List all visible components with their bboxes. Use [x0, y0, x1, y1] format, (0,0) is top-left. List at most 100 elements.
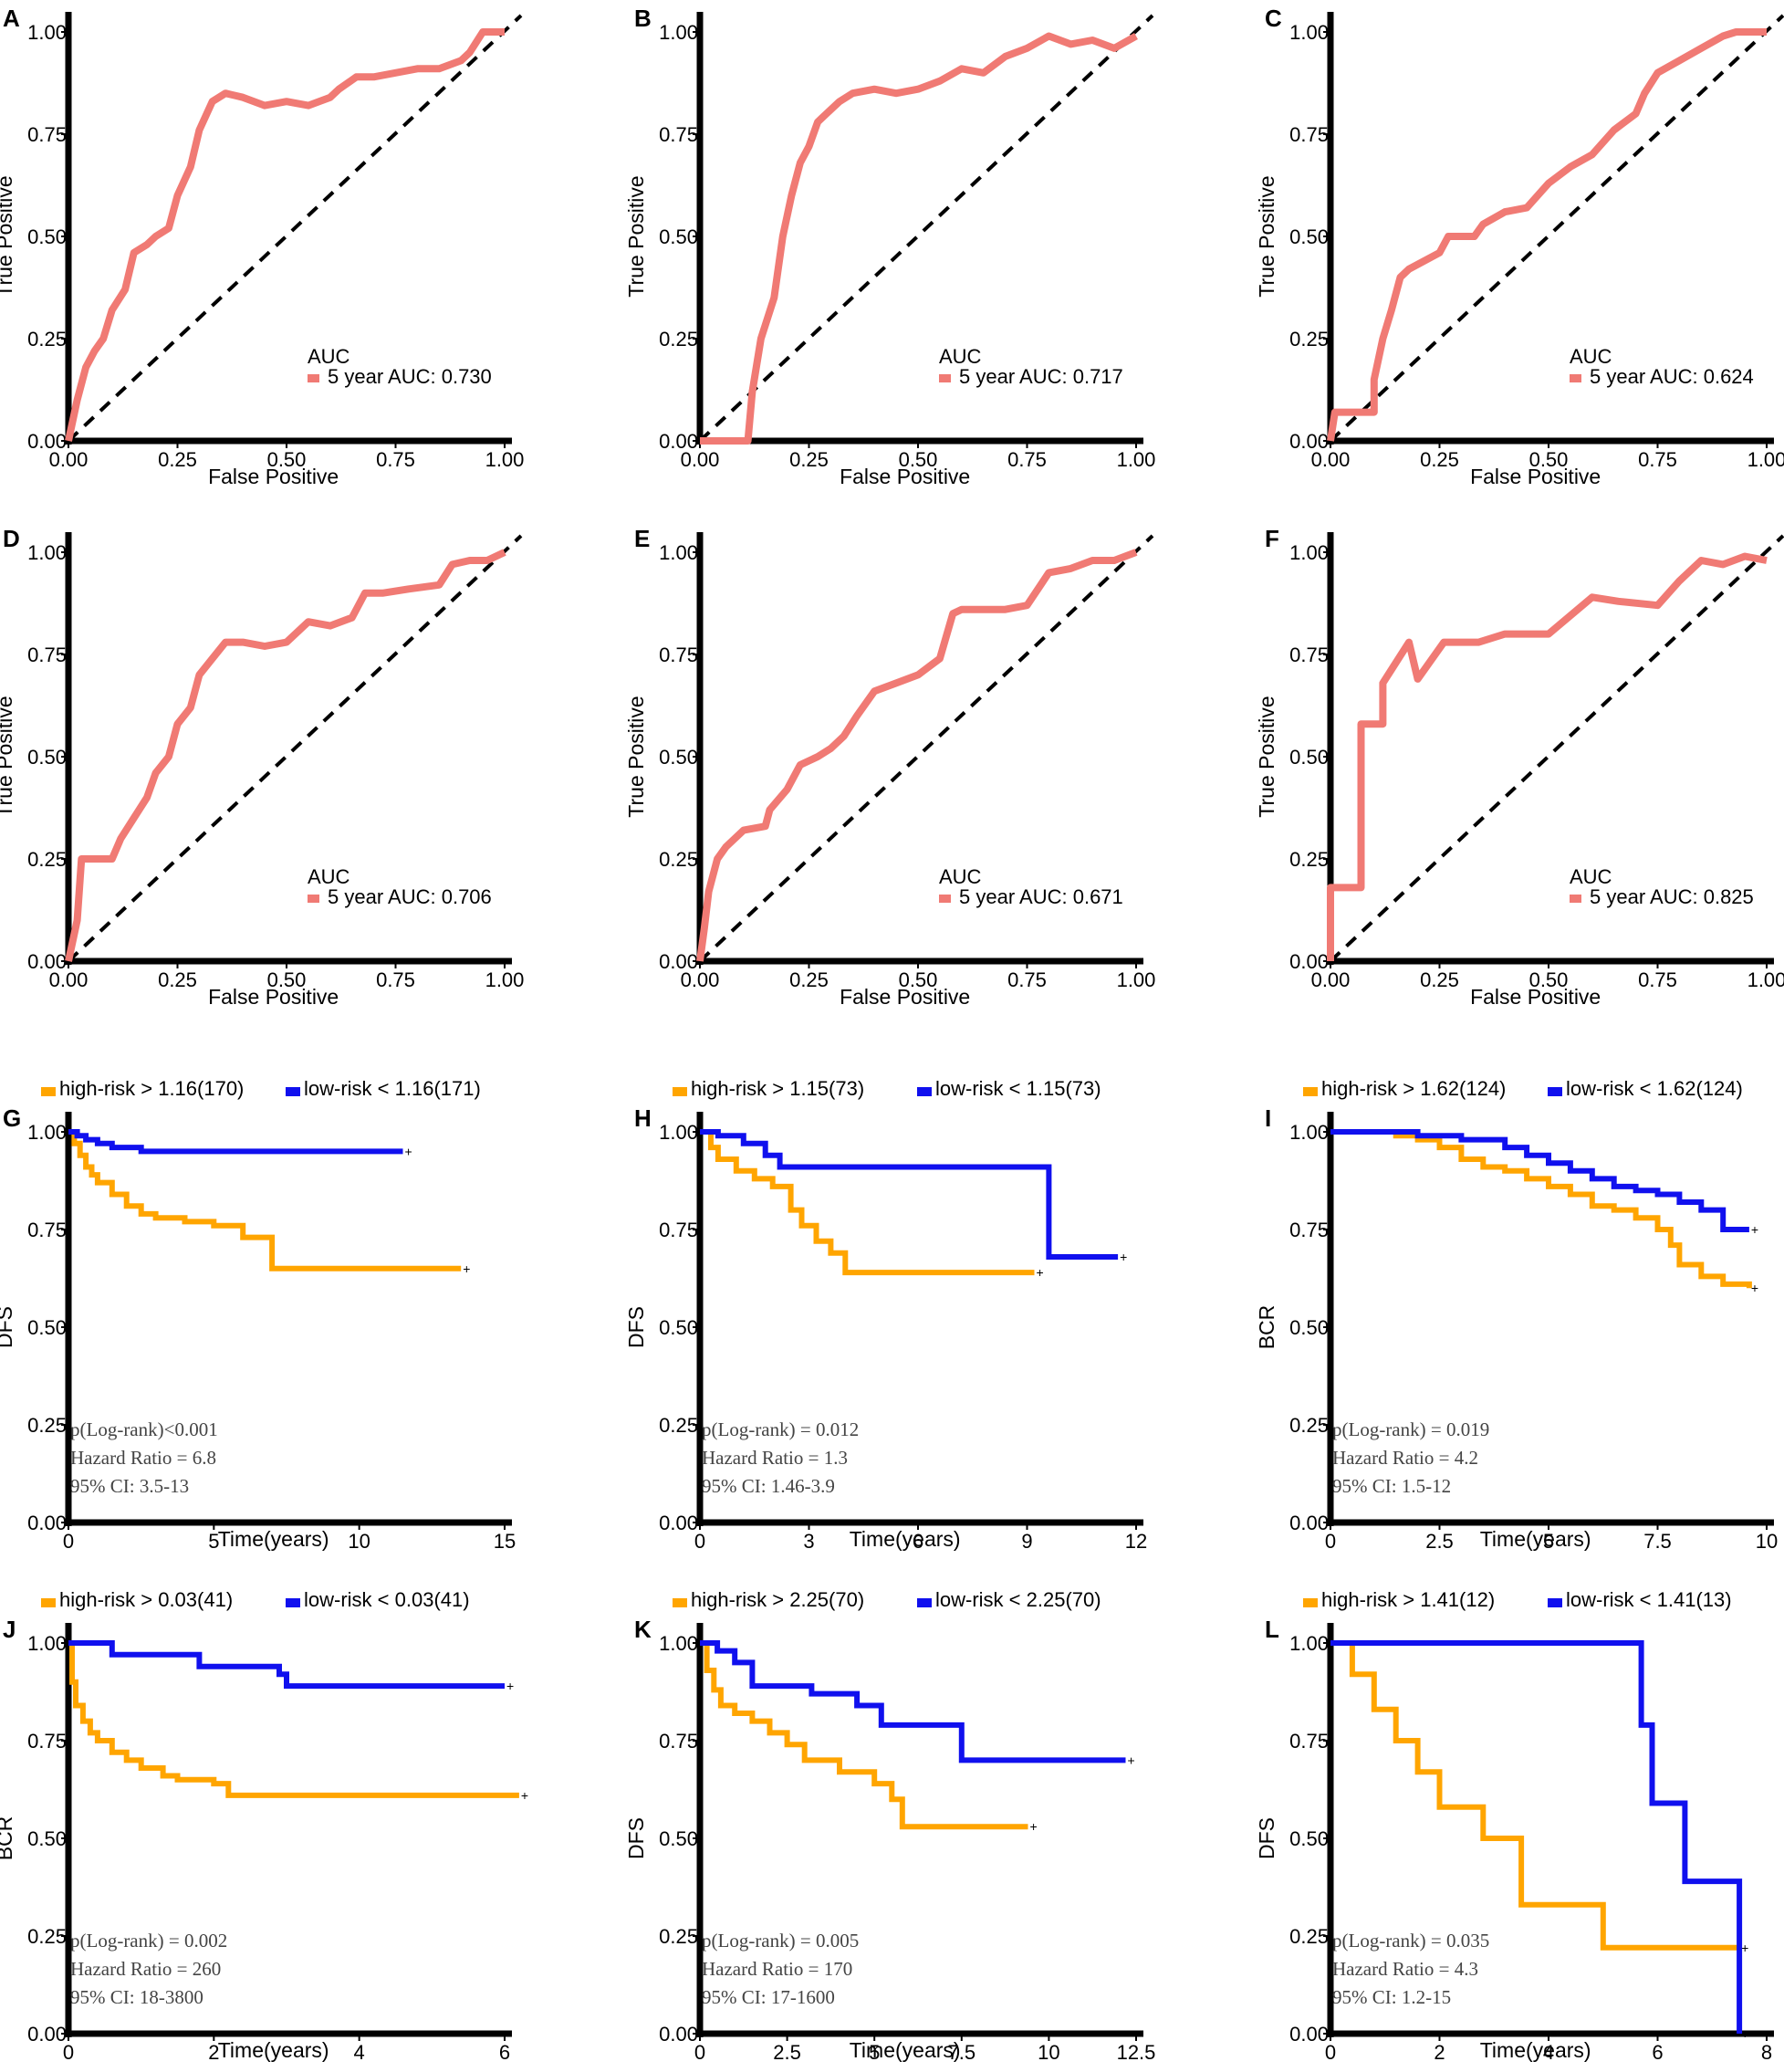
chart-c-x-tick-label: 0.00 [1311, 448, 1351, 471]
chart-g-legend-swatch [41, 1087, 56, 1096]
chart-j-low-risk-curve [68, 1640, 505, 1690]
chart-h-legend-label: high-risk > 1.15(73) [691, 1077, 864, 1100]
chart-a-panel-letter: A [3, 5, 20, 32]
chart-i-stat: p(Log-rank) = 0.019 [1332, 1418, 1489, 1440]
chart-l-y-tick-label: 0.25 [1289, 1925, 1329, 1948]
chart-j: J 0.00 0.25 0.50 0.75 1.00 0 2 4 6 Time(years) BCR +… [0, 1588, 528, 2064]
chart-l-y-tick-label: 0.00 [1289, 2023, 1329, 2046]
chart-c-panel-letter: C [1265, 5, 1282, 32]
chart-k-low-risk-censor-mark: + [1128, 1753, 1135, 1767]
chart-d-y-tick-label: 0.25 [27, 848, 67, 871]
chart-d-x-tick-label: 0.25 [158, 968, 197, 991]
chart-i-low-risk-curve [1330, 1129, 1749, 1232]
chart-j-legend-label: low-risk < 0.03(41) [304, 1588, 470, 1611]
chart-h-y-tick-label: 0.25 [659, 1414, 698, 1437]
chart-f-y-label: True Positive [1255, 696, 1278, 817]
chart-a-x-tick-label: 0.00 [49, 448, 89, 471]
chart-c-y-tick-label: 1.00 [1289, 21, 1329, 44]
chart-k-y-tick-label: 0.25 [659, 1925, 698, 1948]
chart-a-y-tick-label: 1.00 [27, 21, 67, 44]
chart-i-legend-swatch [1548, 1087, 1562, 1096]
chart-d-legend-swatch [308, 895, 319, 903]
chart-k-y-tick-label: 0.75 [659, 1730, 698, 1753]
chart-l-panel-letter: L [1265, 1616, 1279, 1643]
chart-i: I 0.00 0.25 0.50 0.75 1.00 0 2.5 5 7.5 10 Time(year… [1255, 1077, 1778, 1553]
chart-h-x-tick-label: 3 [803, 1530, 814, 1553]
chart-e-y-label: True Positive [624, 696, 648, 817]
chart-k-stat: Hazard Ratio = 170 [702, 1958, 852, 1980]
chart-j-x-label: Time(years) [218, 2038, 329, 2062]
chart-g-legend-swatch [286, 1087, 300, 1096]
chart-h-x-label: Time(years) [850, 1527, 961, 1551]
chart-d-x-tick-label: 0.00 [49, 968, 89, 991]
chart-f: F 0.00 0.25 0.50 0.75 1.00 0.00 0.25 0.50 0.75 1.0… [1255, 525, 1784, 1009]
chart-b-reference-diagonal [698, 14, 1154, 443]
chart-i-y-tick-label: 0.00 [1289, 1512, 1329, 1534]
chart-c-y-label: True Positive [1255, 175, 1278, 297]
chart-a-legend-swatch [308, 374, 319, 382]
chart-k-high-risk-censor-mark: + [1029, 1819, 1037, 1834]
chart-k-x-tick-label: 2.5 [773, 2041, 801, 2064]
chart-h-stat: Hazard Ratio = 1.3 [702, 1447, 848, 1469]
chart-b-y-tick-label: 0.25 [659, 328, 698, 351]
chart-l-stat: p(Log-rank) = 0.035 [1332, 1930, 1489, 1952]
chart-b-y-tick-label: 0.00 [659, 430, 698, 453]
chart-c-y-tick-label: 0.75 [1289, 123, 1329, 146]
chart-e-x-tick-label: 0.00 [681, 968, 720, 991]
chart-k-x-label: Time(years) [850, 2038, 961, 2062]
chart-c-y-tick-label: 0.25 [1289, 328, 1329, 351]
chart-g-panel-letter: G [3, 1104, 21, 1132]
chart-c-y-tick-label: 0.50 [1289, 225, 1329, 248]
chart-b-y-label: True Positive [624, 175, 648, 297]
chart-l-y-label: DFS [1255, 1817, 1278, 1859]
chart-i-x-tick-label: 7.5 [1643, 1530, 1672, 1553]
chart-l-legend-label: low-risk < 1.41(13) [1566, 1588, 1732, 1611]
chart-f-y-tick-label: 0.00 [1289, 950, 1329, 973]
chart-d-y-tick-label: 0.50 [27, 746, 67, 769]
chart-f-x-tick-label: 1.00 [1747, 968, 1784, 991]
chart-g-y-tick-label: 0.25 [27, 1414, 67, 1437]
chart-j-y-label: BCR [0, 1816, 16, 1861]
chart-h-x-tick-label: 0 [694, 1530, 705, 1553]
chart-g-stat: Hazard Ratio = 6.8 [70, 1447, 216, 1469]
chart-l-high-risk-censor-mark: + [1741, 1941, 1748, 1955]
chart-d-x-label: False Positive [208, 985, 339, 1009]
chart-l: L 0.00 0.25 0.50 0.75 1.00 0 2 4 6 8 Time(years) DFS… [1255, 1588, 1774, 2064]
chart-k-high-risk-curve [700, 1640, 1028, 1830]
chart-a-y-tick-label: 0.75 [27, 123, 67, 146]
chart-g-legend-label: low-risk < 1.16(171) [304, 1077, 481, 1100]
chart-k: K 0.00 0.25 0.50 0.75 1.00 0 2.5 5 7.5 10 12.5 Time(… [624, 1588, 1155, 2064]
chart-k-x-tick-label: 7.5 [948, 2041, 976, 2064]
chart-k-low-risk-curve [700, 1640, 1126, 1763]
chart-a-legend-title: AUC [308, 345, 350, 368]
chart-l-x-tick-label: 6 [1652, 2041, 1663, 2064]
chart-b-x-tick-label: 1.00 [1117, 448, 1156, 471]
chart-k-y-label: DFS [624, 1817, 648, 1859]
chart-c: C 0.00 0.25 0.50 0.75 1.00 0.00 0.25 0.50 0.75 1.0… [1255, 5, 1784, 488]
chart-l-x-tick-label: 4 [1543, 2041, 1554, 2064]
chart-g: G 0.00 0.25 0.50 0.75 1.00 0 5 10 15 Time(years) DF… [0, 1077, 516, 1553]
chart-e-x-label: False Positive [840, 985, 970, 1009]
chart-b: B 0.00 0.25 0.50 0.75 1.00 0.00 0.25 0.50 0.75 1.0… [624, 5, 1155, 488]
chart-j-stat: Hazard Ratio = 260 [70, 1958, 221, 1980]
chart-b-x-tick-label: 0.00 [681, 448, 720, 471]
chart-j-legend-label: high-risk > 0.03(41) [59, 1588, 233, 1611]
chart-f-x-tick-label: 0.75 [1638, 968, 1677, 991]
chart-e-y-tick-label: 0.75 [659, 644, 698, 666]
chart-k-stat: p(Log-rank) = 0.005 [702, 1930, 859, 1952]
chart-b-legend-title: AUC [939, 345, 982, 368]
chart-k-legend-label: high-risk > 2.25(70) [691, 1588, 864, 1611]
chart-d-legend-title: AUC [308, 865, 350, 888]
chart-a-y-label: True Positive [0, 175, 16, 297]
chart-l-y-tick-label: 0.75 [1289, 1730, 1329, 1753]
chart-i-y-label: BCR [1255, 1305, 1278, 1350]
chart-g-y-label: DFS [0, 1306, 16, 1348]
chart-l-x-tick-label: 8 [1761, 2041, 1772, 2064]
chart-f-x-tick-label: 0.25 [1420, 968, 1459, 991]
chart-h-y-tick-label: 0.75 [659, 1219, 698, 1241]
chart-a-x-label: False Positive [208, 465, 339, 488]
chart-g-y-tick-label: 1.00 [27, 1121, 67, 1144]
chart-j-y-tick-label: 0.25 [27, 1925, 67, 1948]
chart-j-high-risk-curve [68, 1640, 519, 1798]
chart-g-high-risk-curve [68, 1129, 462, 1271]
